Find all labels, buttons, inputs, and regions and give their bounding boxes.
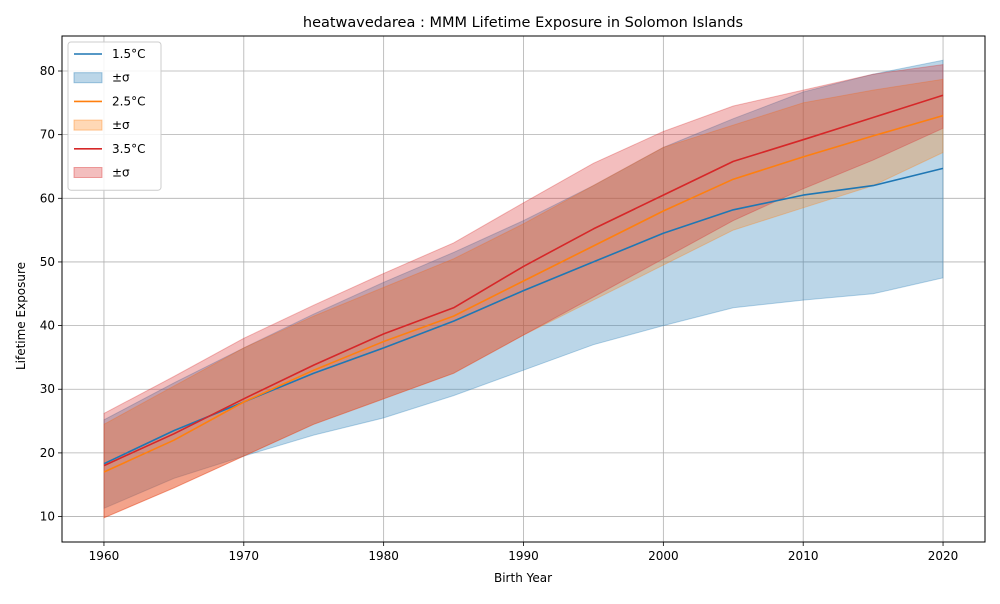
x-tick-label: 1960 xyxy=(89,549,120,563)
legend: 1.5°C ±σ 2.5°C ±σ 3.5°C ±σ xyxy=(67,41,162,191)
legend-label: 1.5°C xyxy=(112,47,145,61)
x-tick-label: 2000 xyxy=(648,549,679,563)
x-tick-label: 1990 xyxy=(508,549,539,563)
y-tick-label: 10 xyxy=(40,510,55,524)
x-tick-label: 1970 xyxy=(229,549,260,563)
legend-label: 3.5°C xyxy=(112,142,145,156)
series-lines xyxy=(103,94,944,473)
std-band-2 xyxy=(103,78,944,519)
series-line-2 xyxy=(103,114,944,473)
y-axis-ticks: 10 20 30 40 50 60 70 80 xyxy=(40,64,62,524)
legend-label: 2.5°C xyxy=(112,94,145,108)
legend-label: ±σ xyxy=(112,166,130,180)
x-tick-label: 1980 xyxy=(368,549,399,563)
y-tick-label: 20 xyxy=(40,446,55,460)
x-axis-ticks: 1960 1970 1980 1990 2000 2010 2020 xyxy=(89,542,959,563)
y-tick-label: 30 xyxy=(40,382,55,396)
y-tick-label: 40 xyxy=(40,319,55,333)
legend-band-swatch-2 xyxy=(73,119,103,131)
legend-label: ±σ xyxy=(112,118,130,132)
legend-band-swatch-1 xyxy=(73,72,103,84)
legend-label: ±σ xyxy=(112,71,130,85)
legend-band-swatch-3 xyxy=(73,167,103,178)
grid-lines xyxy=(62,36,985,542)
y-tick-label: 80 xyxy=(40,64,55,78)
y-tick-label: 70 xyxy=(40,128,55,142)
y-axis-label: Lifetime Exposure xyxy=(14,262,28,370)
legend-box xyxy=(67,41,162,191)
x-tick-label: 2020 xyxy=(928,549,959,563)
x-tick-label: 2010 xyxy=(788,549,819,563)
y-tick-label: 50 xyxy=(40,255,55,269)
x-axis-label: Birth Year xyxy=(494,571,552,585)
series-line-3 xyxy=(103,94,944,467)
chart-title: heatwavedarea : MMM Lifetime Exposure in… xyxy=(303,15,743,31)
std-band-1 xyxy=(103,59,944,510)
y-tick-label: 60 xyxy=(40,191,55,205)
